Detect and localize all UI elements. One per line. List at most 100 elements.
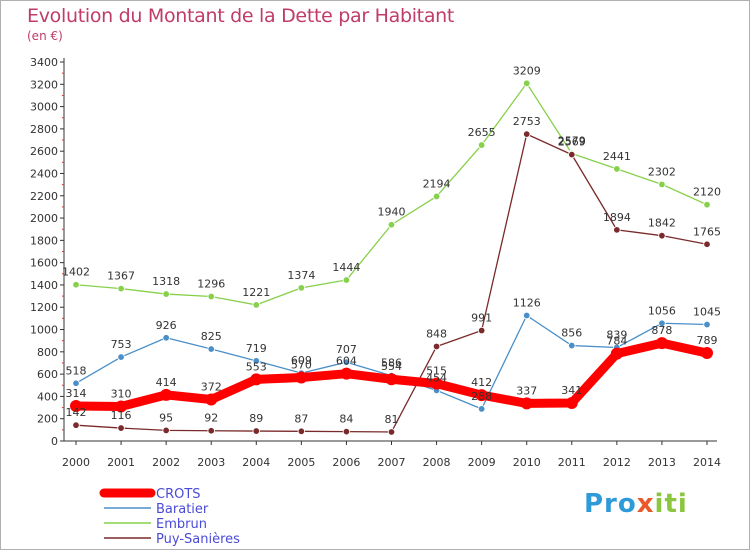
y-tick-label: 2200 xyxy=(30,190,58,203)
data-label: 372 xyxy=(201,381,222,394)
data-point xyxy=(613,226,621,234)
data-point xyxy=(658,319,666,327)
data-point xyxy=(115,400,128,413)
data-label: 142 xyxy=(66,406,87,419)
data-point xyxy=(117,284,125,293)
data-label: 84 xyxy=(339,413,353,426)
data-point xyxy=(477,326,486,335)
data-point xyxy=(701,347,713,360)
x-tick-label: 2010 xyxy=(513,456,541,469)
data-point xyxy=(207,345,215,353)
x-tick-label: 2014 xyxy=(693,456,721,469)
data-point xyxy=(162,290,170,298)
data-label: 1940 xyxy=(378,206,406,219)
data-label: 1765 xyxy=(693,225,721,238)
data-point xyxy=(610,347,623,360)
data-point xyxy=(523,79,531,87)
data-point xyxy=(162,334,170,342)
data-point xyxy=(655,337,668,350)
y-tick-label: 1200 xyxy=(30,301,58,314)
data-label: 825 xyxy=(201,330,222,343)
data-label: 310 xyxy=(111,387,132,400)
data-point xyxy=(252,301,260,309)
y-tick-label: 1000 xyxy=(30,324,58,337)
data-label: 789 xyxy=(697,334,718,347)
x-tick-label: 2007 xyxy=(378,456,406,469)
data-label: 1318 xyxy=(152,275,180,288)
data-label: 1056 xyxy=(648,304,676,317)
data-label: 926 xyxy=(156,319,177,332)
data-label: 314 xyxy=(66,387,87,400)
data-point xyxy=(477,405,486,413)
data-point xyxy=(432,342,441,351)
data-label: 89 xyxy=(249,412,263,425)
data-point xyxy=(117,353,125,361)
data-point xyxy=(340,367,353,380)
data-point xyxy=(295,371,308,384)
y-tick-label: 2800 xyxy=(30,123,58,136)
x-tick-label: 2008 xyxy=(423,456,451,469)
data-point xyxy=(432,192,441,201)
y-tick-label: 2600 xyxy=(30,145,58,158)
data-label: 719 xyxy=(246,342,267,355)
data-point xyxy=(703,320,711,329)
data-label: 95 xyxy=(159,411,173,424)
data-point xyxy=(475,389,488,402)
y-tick-label: 3400 xyxy=(30,56,58,69)
data-point xyxy=(477,141,486,149)
data-point xyxy=(387,428,396,436)
data-point xyxy=(430,377,443,390)
data-label: 991 xyxy=(471,312,492,325)
data-point xyxy=(297,427,306,436)
data-point xyxy=(658,180,666,189)
data-label: 570 xyxy=(291,358,312,371)
x-tick-label: 2004 xyxy=(242,456,270,469)
y-tick-label: 1800 xyxy=(30,234,58,247)
data-point xyxy=(72,281,80,289)
y-tick-label: 2000 xyxy=(30,212,58,225)
y-tick-label: 800 xyxy=(37,346,58,359)
data-label: 609 xyxy=(291,354,312,367)
data-point xyxy=(162,426,170,435)
data-label: 1374 xyxy=(287,269,315,282)
y-tick-label: 3000 xyxy=(30,101,58,114)
legend-label: Baratier xyxy=(156,502,209,517)
data-point xyxy=(72,421,80,429)
data-label: 1045 xyxy=(693,306,721,319)
data-label: 856 xyxy=(561,327,582,340)
data-label: 2194 xyxy=(423,177,451,190)
data-label: 3209 xyxy=(513,64,541,77)
data-point xyxy=(520,397,533,410)
data-label: 2441 xyxy=(603,150,631,163)
data-point xyxy=(160,388,173,401)
chart-title: Evolution du Montant de la Dette par Hab… xyxy=(27,5,455,27)
data-point xyxy=(658,231,666,240)
data-point xyxy=(342,427,351,436)
data-label: 87 xyxy=(294,412,308,425)
data-label: 839 xyxy=(606,328,627,341)
y-tick-label: 1600 xyxy=(30,257,58,270)
data-point xyxy=(703,240,711,248)
data-label: 414 xyxy=(156,376,177,389)
data-point xyxy=(613,165,621,173)
data-point xyxy=(207,427,215,435)
data-point xyxy=(565,396,578,409)
data-label: 707 xyxy=(336,343,357,356)
data-label: 1894 xyxy=(603,211,631,224)
data-point xyxy=(207,292,215,301)
legend-label: CROTS xyxy=(156,487,201,502)
x-tick-label: 2001 xyxy=(107,456,135,469)
data-label: 2753 xyxy=(513,115,541,128)
data-point xyxy=(70,399,82,412)
data-label: 1444 xyxy=(332,261,360,274)
data-point xyxy=(385,373,398,386)
legend-label: Puy-Sanières xyxy=(156,532,240,547)
data-label: 878 xyxy=(651,324,672,337)
series-line-embrun xyxy=(75,82,708,306)
chart-subtitle: (en €) xyxy=(27,29,63,43)
data-point xyxy=(342,358,351,366)
data-label: 1402 xyxy=(62,266,90,279)
data-point xyxy=(72,379,80,387)
